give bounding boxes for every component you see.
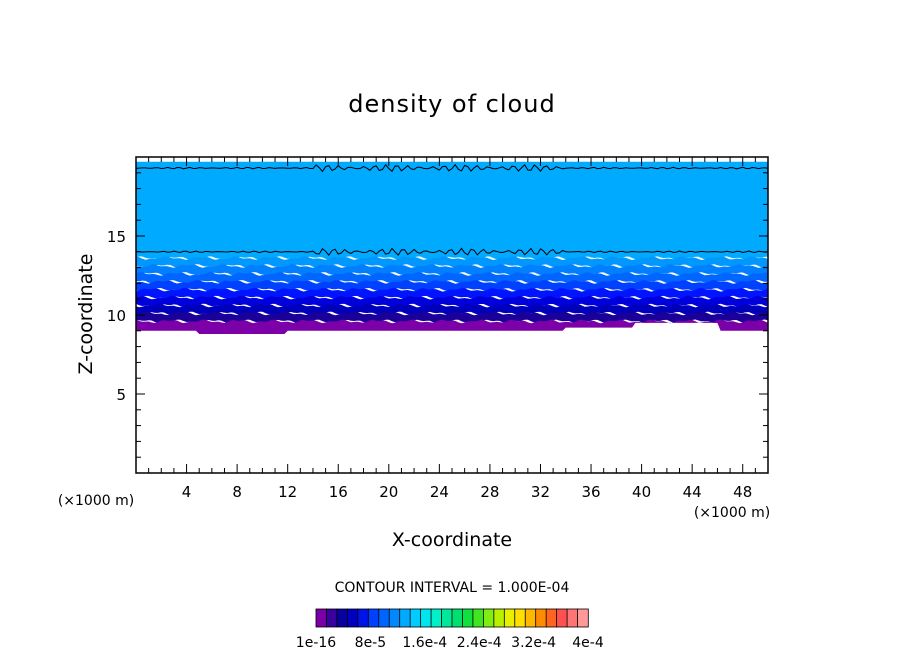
z-units-label: (×1000 m) [58,493,134,509]
chart-title: density of cloud [348,90,555,118]
density-layer [136,264,768,276]
contour-interval-label: CONTOUR INTERVAL = 1.000E-04 [335,580,570,596]
colorbar-swatch [472,608,485,628]
x-tick-label: 24 [430,483,449,501]
colorbar-swatch [545,608,558,628]
x-tick-label: 48 [733,483,752,501]
colorbar-swatch [503,608,516,628]
contour-line [136,163,768,173]
y-axis-label: Z-coordinate [75,254,97,375]
x-tick-label: 28 [480,483,499,501]
colorbar-swatch [556,608,568,628]
colorbar-swatch [378,608,390,628]
colorbar-swatch [326,608,338,628]
contour-line [136,247,768,257]
density-fill-layers [136,161,768,334]
colorbar [315,608,589,628]
x-tick-label: 36 [581,483,600,501]
x-axis-label: X-coordinate [392,529,512,551]
colorbar-swatch [315,608,328,628]
colorbar-swatch [514,608,526,628]
colorbar-swatch [367,608,380,628]
colorbar-swatch [430,608,443,628]
density-layer [136,319,768,334]
x-units-label: (×1000 m) [694,505,770,521]
colorbar-tick-label: 1.6e-4 [402,635,447,651]
x-axis-ticks: 4 8 12 16 20 24 28 32 36 40 44 48 [148,157,756,501]
colorbar-tick-label: 1e-16 [296,635,336,651]
colorbar-swatch [409,608,422,628]
density-layer [136,161,768,260]
colorbar-swatch [420,608,432,628]
colorbar-labels: 1e-16 8e-5 1.6e-4 2.4e-4 3.2e-4 4e-4 [296,635,604,651]
y-tick-label: 5 [116,386,126,404]
contour-lines [136,163,768,257]
x-tick-label: 16 [329,483,348,501]
colorbar-swatch [399,608,411,628]
plot-area [136,161,768,334]
colorbar-tick-label: 2.4e-4 [457,635,502,651]
y-tick-label: 10 [107,307,126,325]
colorbar-swatch [493,608,506,628]
x-tick-label: 44 [683,483,702,501]
x-tick-label: 12 [278,483,297,501]
colorbar-swatch [482,608,495,628]
density-layer [136,295,768,308]
colorbar-swatch [566,608,579,628]
x-tick-label: 32 [531,483,550,501]
density-layer [136,311,768,324]
colorbar-swatch [441,608,453,628]
colorbar-swatch [388,608,401,628]
x-tick-label: 4 [182,483,192,501]
x-tick-label: 40 [632,483,651,501]
colorbar-swatch [535,608,547,628]
colorbar-swatch [336,608,349,628]
density-layer [136,288,768,300]
y-tick-label: 15 [107,228,126,246]
colorbar-tick-label: 3.2e-4 [511,635,556,651]
colorbar-tick-label: 4e-4 [572,635,604,651]
y-axis-ticks: 5 10 15 [107,172,768,458]
colorbar-swatch [524,608,537,628]
density-layer [136,303,768,316]
density-layer [136,272,768,284]
colorbar-swatch [357,608,370,628]
colorbar-tick-label: 8e-5 [355,635,386,651]
x-tick-label: 20 [379,483,398,501]
colorbar-swatch [346,608,359,628]
colorbar-swatch [577,608,589,628]
colorbar-swatch [462,608,474,628]
x-tick-label: 8 [232,483,242,501]
colorbar-swatch [451,608,464,628]
